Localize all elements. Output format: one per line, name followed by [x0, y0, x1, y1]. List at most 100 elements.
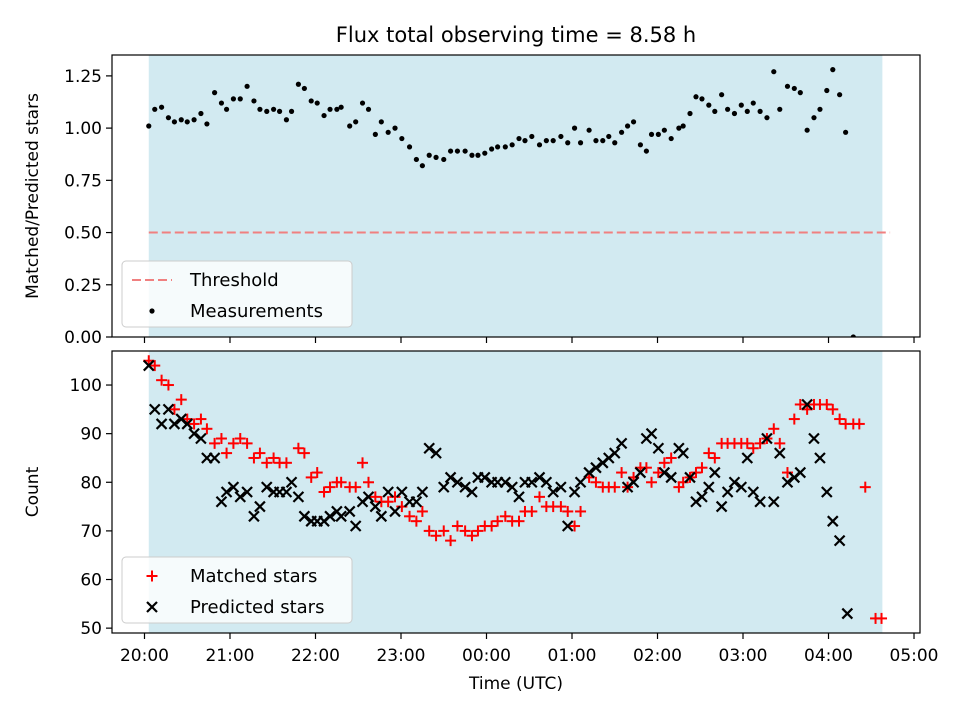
predicted-point	[533, 471, 546, 484]
matched-point	[175, 394, 187, 406]
y-axis-label: Matched/Predicted stars	[23, 93, 43, 299]
predicted-point-b	[568, 486, 581, 498]
legend-box	[121, 260, 353, 328]
measurement-point	[433, 154, 439, 160]
predicted-point-b	[285, 476, 298, 489]
predicted-point	[794, 466, 807, 479]
predicted-point-b	[451, 476, 464, 489]
matched-point	[195, 413, 207, 425]
matched-point	[690, 467, 702, 479]
y-tick-label: 0.50	[64, 224, 102, 244]
predicted-point	[658, 466, 671, 479]
matched-point	[350, 481, 362, 493]
predicted-point-b	[741, 452, 754, 464]
x-tick-label: 02:00	[633, 646, 682, 666]
legend-label: Matched stars	[190, 566, 317, 587]
predicted-point	[634, 466, 647, 479]
measurement-point	[680, 123, 686, 129]
predicted-point-b	[684, 471, 696, 484]
measurement-point	[338, 104, 344, 110]
predicted-point	[665, 471, 677, 484]
matched-point	[261, 457, 273, 469]
predicted-point-b	[292, 491, 305, 503]
matched-point	[827, 403, 839, 415]
predicted-point-b	[821, 486, 833, 498]
predicted-point	[280, 486, 293, 498]
predicted-point	[260, 481, 273, 493]
predicted-point	[814, 452, 826, 464]
predicted-point-b	[768, 495, 780, 508]
measurement-point	[804, 127, 810, 133]
measurement-point	[372, 131, 378, 137]
predicted-point-b	[526, 476, 538, 489]
matched-point	[640, 462, 652, 474]
measurement-point	[301, 85, 307, 92]
predicted-point	[833, 534, 846, 547]
measurement-point	[612, 140, 618, 146]
predicted-point	[248, 510, 260, 523]
y-tick-label: 100	[70, 376, 102, 396]
matched-point	[821, 398, 833, 410]
predicted-point-b	[627, 476, 640, 489]
x-tick-label: 22:00	[291, 646, 340, 666]
measurement-point	[509, 142, 515, 148]
matched-point	[774, 437, 786, 449]
measurement-point	[777, 106, 783, 112]
y-tick-label: 1.00	[64, 119, 102, 139]
predicted-point	[396, 486, 408, 498]
matched-point	[357, 457, 369, 469]
matched-point	[709, 452, 721, 464]
predicted-point-b	[808, 432, 820, 445]
measurement-point	[165, 115, 172, 121]
measurement-point	[469, 152, 475, 158]
predicted-point	[574, 476, 587, 489]
matched-point	[768, 423, 780, 435]
predicted-point-b	[547, 486, 559, 498]
predicted-point-b	[437, 481, 450, 493]
measurement-point	[321, 112, 327, 119]
predicted-point-b	[396, 486, 408, 498]
predicted-point	[155, 418, 168, 430]
series-predicted-stars	[142, 359, 854, 620]
x-tick-label: 01:00	[548, 646, 597, 666]
matched-point	[438, 525, 450, 537]
predicted-point	[827, 515, 839, 527]
matched-point	[430, 530, 442, 542]
legend-predicted-b	[146, 601, 158, 613]
predicted-point-b	[590, 461, 602, 474]
x-axis-label: Time (UTC)	[468, 674, 563, 694]
predicted-point	[430, 447, 442, 459]
measurement-point	[413, 156, 419, 163]
predicted-point	[215, 495, 228, 508]
predicted-point	[841, 607, 854, 620]
predicted-point-b	[168, 418, 181, 430]
predicted-point-b	[444, 471, 457, 484]
predicted-point-b	[703, 481, 715, 493]
measurement-point	[643, 148, 649, 154]
x-tick-label: 00:00	[462, 646, 511, 666]
predicted-point-b	[513, 491, 525, 503]
measurement-point	[171, 119, 178, 125]
predicted-point	[513, 491, 525, 503]
predicted-point-b	[499, 476, 512, 489]
predicted-point-b	[410, 495, 423, 508]
measurement-point	[719, 92, 725, 98]
predicted-point	[254, 500, 266, 513]
predicted-point-b	[652, 442, 665, 455]
matched-point	[646, 476, 658, 488]
measurement-point	[577, 140, 584, 146]
measurement-point	[392, 125, 398, 131]
predicted-point	[343, 505, 356, 518]
measurement-point	[536, 142, 543, 148]
matched-point	[788, 413, 800, 425]
predicted-point	[349, 520, 362, 532]
predicted-point	[645, 427, 658, 440]
predicted-point-b	[715, 500, 728, 513]
measurement-point	[489, 146, 495, 152]
matched-point	[853, 418, 865, 430]
predicted-point-b	[761, 432, 773, 445]
measurement-point	[593, 138, 599, 144]
matched-point	[534, 491, 546, 503]
measurement-point	[378, 119, 384, 125]
matched-point	[658, 457, 670, 469]
